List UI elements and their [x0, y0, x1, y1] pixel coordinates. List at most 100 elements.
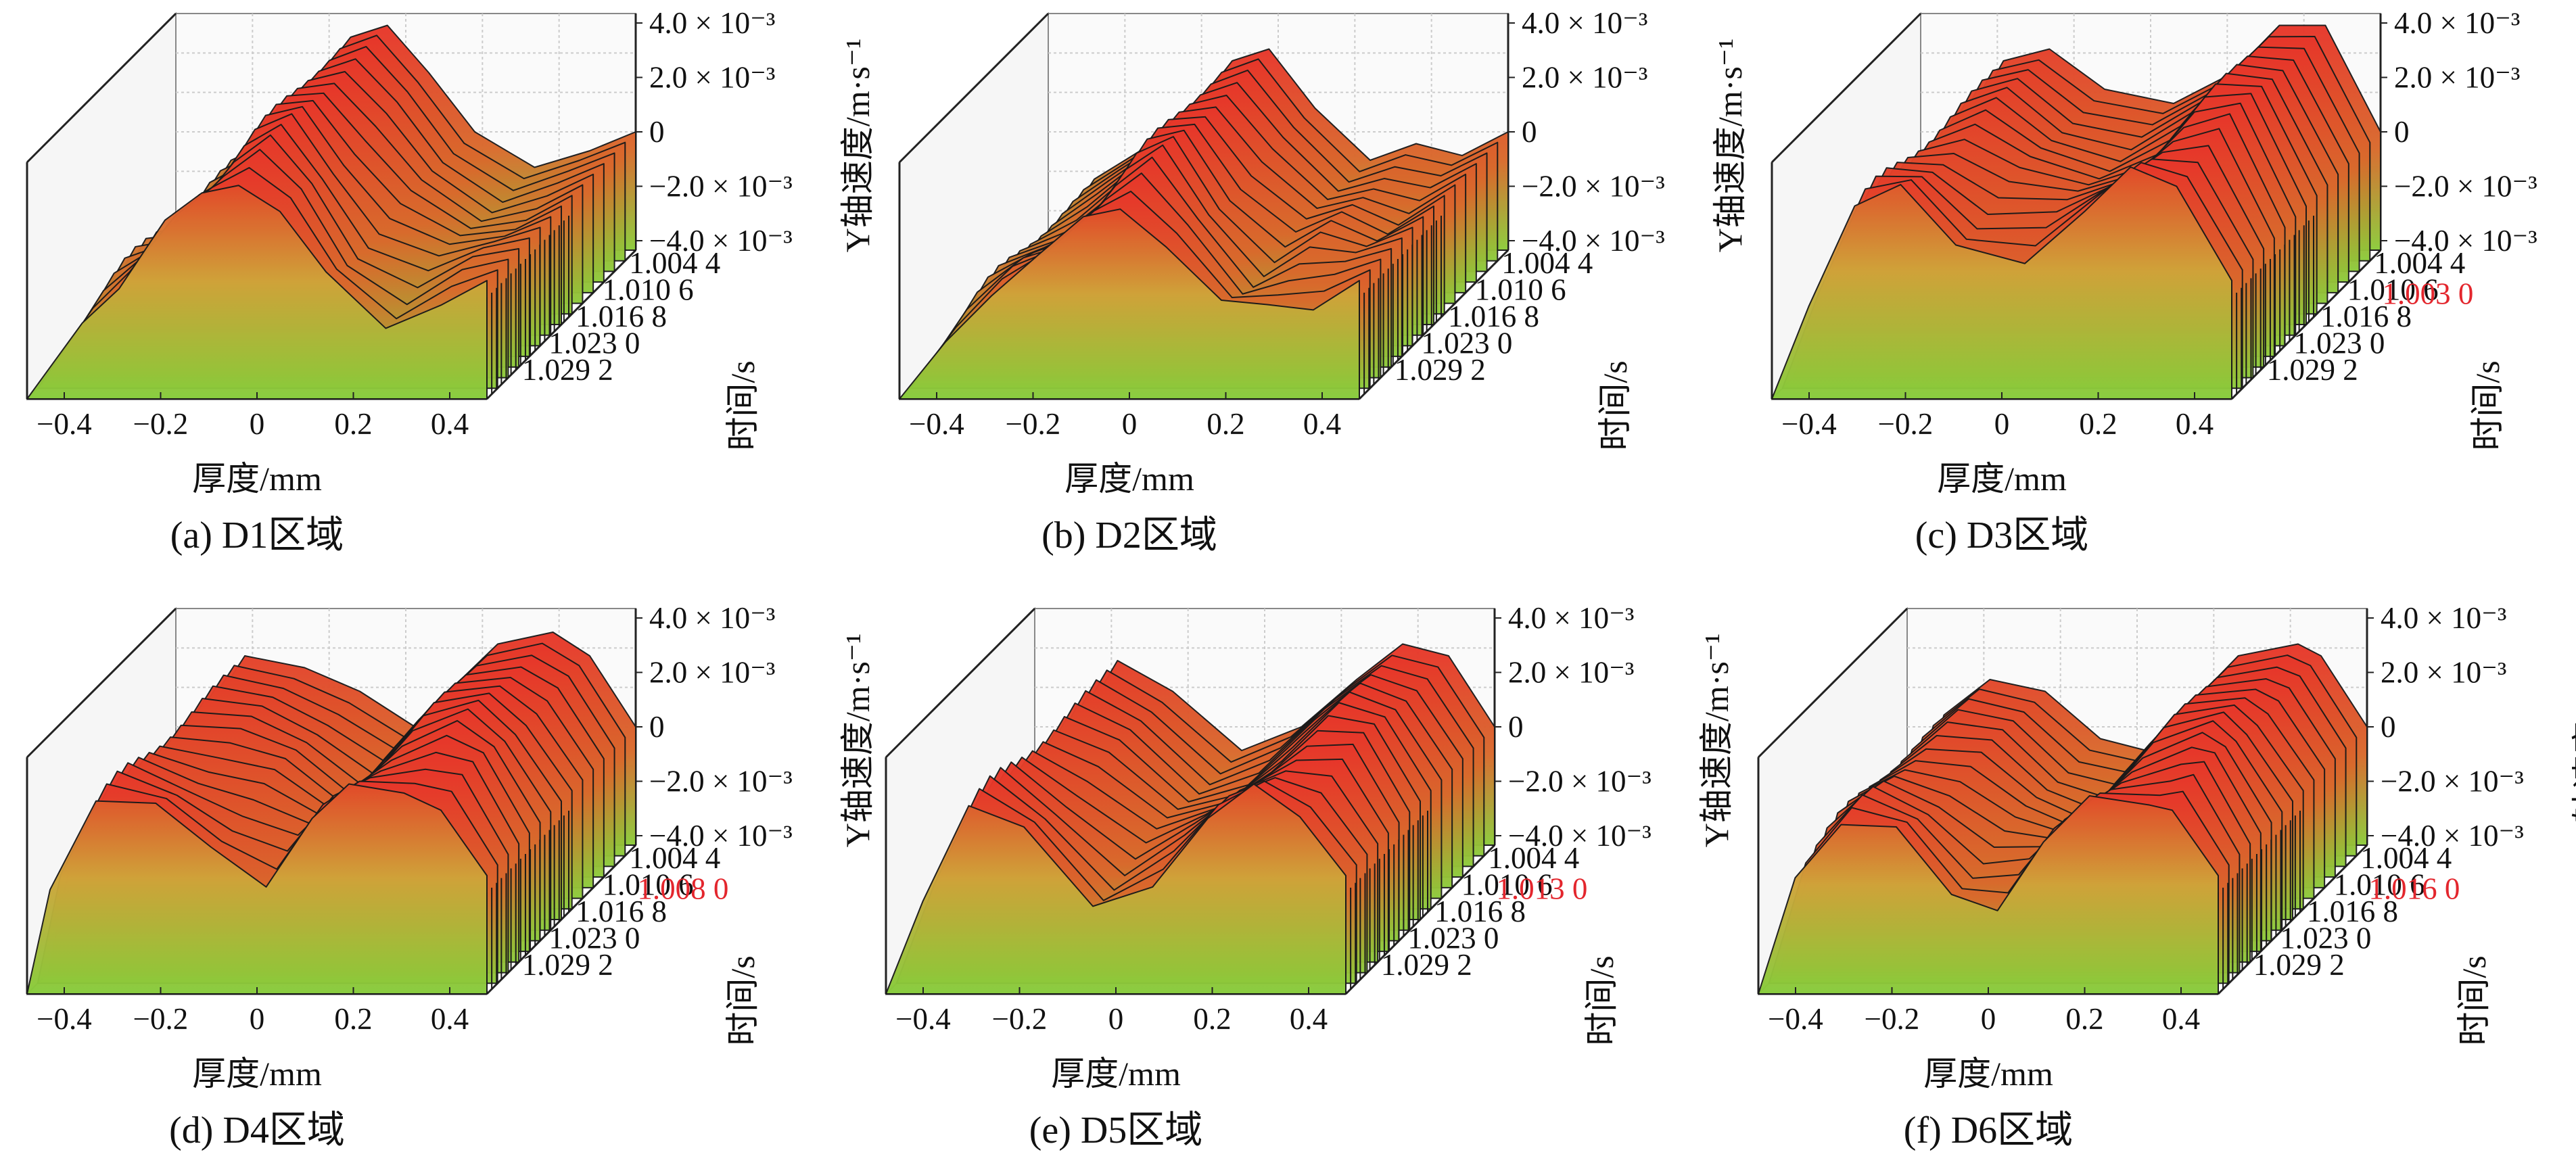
time-tick-label: 1.004 4	[629, 246, 720, 280]
panel-caption: (e) D5区域	[1029, 1110, 1203, 1151]
time-axis-title: 时间/s	[1596, 360, 1634, 450]
z-ticks: 4.0 × 10⁻³ 2.0 × 10⁻³ 0 −2.0 × 10⁻³ −4.0 × 1…	[1495, 601, 1652, 853]
z-tick-label: 0	[2394, 115, 2410, 149]
surface	[1771, 24, 2381, 400]
time-tick-label: 1.029 2	[2267, 353, 2358, 387]
time-tick-label: 1.016 8	[2320, 300, 2412, 333]
x-tick-label: −0.4	[1768, 1002, 1823, 1036]
z-axis-title: Y轴速度/m·s⁻¹	[839, 634, 876, 847]
x-ticks: −0.4 −0.2 0 0.2 0.4	[37, 987, 469, 1036]
surface-ribs	[2231, 216, 2314, 399]
x-tick-label: 0.2	[2079, 407, 2117, 441]
x-tick-label: 0	[1108, 1002, 1124, 1036]
panel-d4: −0.4 −0.2 0 0.2 0.4 厚度/mm (d) D4区域 1.004 41.010…	[26, 601, 876, 1151]
z-axis-title: Y轴速度/m·s⁻¹	[839, 39, 876, 252]
x-axis-title: 厚度/mm	[1051, 1055, 1181, 1093]
x-tick-label: 0	[1994, 407, 2010, 441]
z-tick-label: 2.0 × 10⁻³	[2394, 61, 2520, 95]
z-tick-label: −4.0 × 10⁻³	[649, 819, 793, 853]
x-axis-title: 厚度/mm	[1923, 1055, 2053, 1093]
z-tick-label: 2.0 × 10⁻³	[1522, 61, 1647, 95]
x-axis-title: 厚度/mm	[1064, 460, 1194, 498]
z-tick-label: −2.0 × 10⁻³	[2381, 765, 2524, 799]
panel-d2: −0.4 −0.2 0 0.2 0.4 厚度/mm (b) D2区域 1.004 41.010…	[898, 6, 1749, 556]
time-tick-label: 1.029 2	[522, 948, 613, 982]
surface-slice	[1758, 795, 2219, 995]
z-tick-label: 4.0 × 10⁻³	[1522, 6, 1647, 40]
panel-d3: −0.4 −0.2 0 0.2 0.4 厚度/mm (c) D3区域 1.004 41.010…	[1771, 6, 2537, 556]
z-tick-label: −4.0 × 10⁻³	[2381, 819, 2524, 853]
panel-caption: (f) D6区域	[1904, 1110, 2073, 1151]
time-tick-label: 1.004 4	[629, 841, 720, 875]
z-ticks: 4.0 × 10⁻³ 2.0 × 10⁻³ 0 −2.0 × 10⁻³ −4.0 × 1…	[636, 6, 793, 258]
x-axis-title: 厚度/mm	[192, 1055, 322, 1093]
z-tick-label: 0	[649, 115, 665, 149]
x-ticks: −0.4 −0.2 0 0.2 0.4	[1768, 987, 2200, 1036]
x-tick-label: 0.4	[431, 407, 469, 441]
z-tick-label: −4.0 × 10⁻³	[1508, 819, 1652, 853]
time-tick-label: 1.023 0	[548, 327, 640, 360]
surface-ribs	[486, 216, 569, 399]
x-tick-label: 0	[1981, 1002, 1996, 1036]
time-highlight-label: 1.016 0	[2368, 872, 2460, 906]
x-tick-label: −0.2	[133, 407, 189, 441]
z-tick-label: −4.0 × 10⁻³	[2394, 224, 2537, 258]
panel-d5: −0.4 −0.2 0 0.2 0.4 厚度/mm (e) D5区域 1.004 41.010…	[885, 601, 1735, 1151]
x-axis-title: 厚度/mm	[1937, 460, 2067, 498]
time-tick-label: 1.004 4	[2360, 841, 2452, 875]
surface-ribs	[486, 811, 569, 994]
z-ticks: 4.0 × 10⁻³ 2.0 × 10⁻³ 0 −2.0 × 10⁻³ −4.0 × 1…	[636, 601, 793, 853]
time-tick-label: 1.016 8	[576, 895, 667, 928]
z-tick-label: 2.0 × 10⁻³	[649, 656, 775, 690]
depth-axis-line	[26, 607, 177, 759]
time-tick-label: 1.023 0	[548, 922, 640, 955]
x-tick-label: 0.2	[334, 407, 372, 441]
surface	[885, 643, 1495, 995]
time-tick-label: 1.010 6	[2334, 867, 2425, 901]
x-tick-label: −0.2	[1878, 407, 1934, 441]
z-tick-label: −4.0 × 10⁻³	[1522, 224, 1665, 258]
z-axis-title: Y轴速度/m·s⁻¹	[2570, 634, 2576, 847]
z-ticks: 4.0 × 10⁻³ 2.0 × 10⁻³ 0 −2.0 × 10⁻³ −4.0 × 1…	[1508, 6, 1665, 258]
x-tick-label: 0.4	[1290, 1002, 1328, 1036]
z-tick-label: −2.0 × 10⁻³	[1508, 765, 1652, 799]
time-tick-label: 1.023 0	[1421, 327, 1512, 360]
time-tick-label: 1.004 4	[1488, 841, 1579, 875]
x-tick-label: 0.2	[334, 1002, 372, 1036]
time-tick-label: 1.023 0	[1407, 922, 1499, 955]
time-highlight-label: 1.008 0	[637, 872, 728, 906]
time-tick-label: 1.023 0	[2280, 922, 2371, 955]
time-axis-title: 时间/s	[1583, 955, 1620, 1045]
x-tick-label: 0	[250, 407, 265, 441]
surface-ribs	[1345, 811, 1428, 994]
panel-caption: (c) D3区域	[1915, 515, 2089, 556]
z-tick-label: 2.0 × 10⁻³	[1508, 656, 1634, 690]
time-ticks: 1.004 41.010 61.016 81.023 01.029 2 1.008…	[522, 841, 729, 982]
time-highlight-label: 1.003 0	[2382, 277, 2473, 311]
time-axis-title: 时间/s	[2455, 955, 2493, 1045]
x-tick-label: 0.2	[1207, 407, 1244, 441]
z-tick-label: −2.0 × 10⁻³	[1522, 170, 1665, 204]
time-tick-label: 1.010 6	[603, 867, 694, 901]
z-tick-label: −2.0 × 10⁻³	[649, 765, 793, 799]
x-tick-label: −0.4	[37, 1002, 92, 1036]
time-tick-label: 1.016 8	[1448, 300, 1539, 333]
time-axis-title: 时间/s	[724, 955, 762, 1045]
z-ticks: 4.0 × 10⁻³ 2.0 × 10⁻³ 0 −2.0 × 10⁻³ −4.0 × 1…	[2381, 6, 2537, 258]
time-tick-label: 1.023 0	[2293, 327, 2385, 360]
z-tick-label: −2.0 × 10⁻³	[649, 170, 793, 204]
panel-caption: (b) D2区域	[1041, 515, 1217, 556]
time-tick-label: 1.029 2	[1381, 948, 1472, 982]
x-tick-label: 0	[250, 1002, 265, 1036]
time-tick-label: 1.010 6	[603, 272, 694, 306]
z-axis-title: Y轴速度/m·s⁻¹	[1711, 39, 1749, 252]
x-tick-label: 0.4	[2162, 1002, 2200, 1036]
x-tick-label: −0.2	[133, 1002, 189, 1036]
time-ticks: 1.004 41.010 61.016 81.023 01.029 2 1.003…	[2267, 246, 2474, 387]
time-tick-label: 1.029 2	[1395, 353, 1486, 387]
time-tick-label: 1.010 6	[2347, 272, 2439, 306]
z-tick-label: 0	[649, 710, 665, 744]
panel-d6: −0.4 −0.2 0 0.2 0.4 厚度/mm (f) D6区域 1.004 41.010…	[1757, 601, 2576, 1151]
time-tick-label: 1.010 6	[1461, 867, 1553, 901]
